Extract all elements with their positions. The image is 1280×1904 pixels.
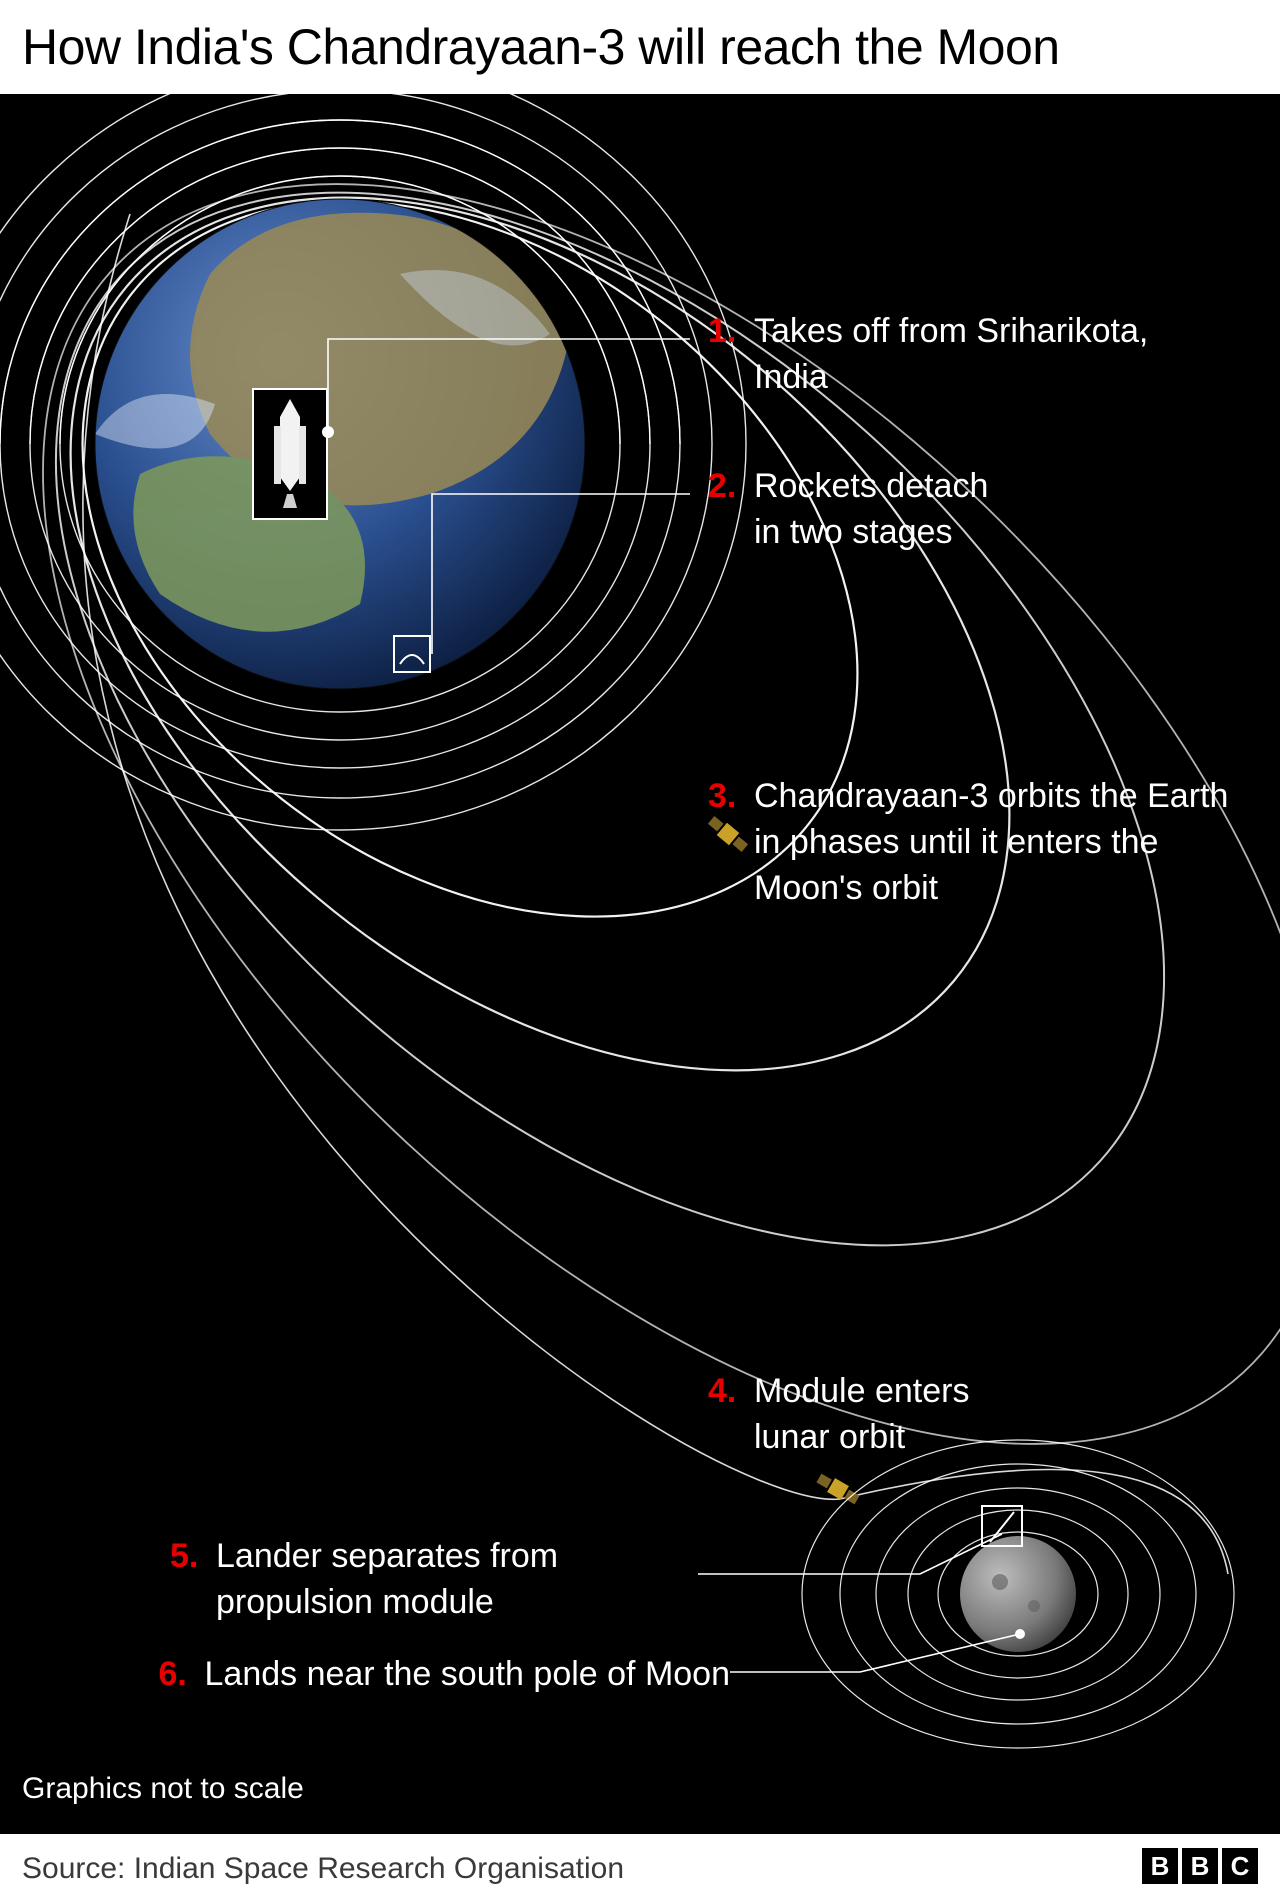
step-4-text: Module enters lunar orbit <box>754 1369 969 1461</box>
step-6-number: 6. <box>159 1652 189 1698</box>
probe-icon-2 <box>815 1471 861 1507</box>
step-3: 3. Chandrayaan-3 orbits the Earth in pha… <box>708 774 1238 912</box>
bbc-logo-b1: B <box>1142 1848 1178 1884</box>
footer: Source: Indian Space Research Organisati… <box>0 1834 1280 1904</box>
page-title: How India's Chandrayaan-3 will reach the… <box>0 0 1280 76</box>
earth-icon <box>95 199 585 689</box>
step-4-number: 4. <box>708 1369 738 1461</box>
rocket-icon <box>253 389 334 519</box>
bbc-logo-c: C <box>1222 1848 1258 1884</box>
title-bar: How India's Chandrayaan-3 will reach the… <box>0 0 1280 94</box>
bbc-logo-b2: B <box>1182 1848 1218 1884</box>
step-4: 4. Module enters lunar orbit <box>708 1369 1148 1461</box>
step-1: 1. Takes off from Sriharikota, India <box>708 309 1208 401</box>
step-2-number: 2. <box>708 464 738 556</box>
step-5: 5. Lander separates from propulsion modu… <box>170 1534 700 1626</box>
bbc-logo: B B C <box>1142 1848 1258 1884</box>
step-1-text: Takes off from Sriharikota, India <box>754 309 1208 401</box>
diagram-stage: 1. Takes off from Sriharikota, India 2. … <box>0 94 1280 1834</box>
source-text: Source: Indian Space Research Organisati… <box>22 1852 624 1886</box>
step-2-text: Rockets detach in two stages <box>754 464 988 556</box>
step-3-text: Chandrayaan-3 orbits the Earth in phases… <box>754 774 1238 912</box>
step-5-text: Lander separates from propulsion module <box>216 1534 700 1626</box>
step-5-number: 5. <box>170 1534 200 1626</box>
step-6-text: Lands near the south pole of Moon <box>205 1652 731 1698</box>
step-3-number: 3. <box>708 774 738 912</box>
step-1-number: 1. <box>708 309 738 401</box>
scale-note: Graphics not to scale <box>22 1772 304 1806</box>
step-2: 2. Rockets detach in two stages <box>708 464 1148 556</box>
step-6: 6. Lands near the south pole of Moon <box>90 1652 730 1698</box>
